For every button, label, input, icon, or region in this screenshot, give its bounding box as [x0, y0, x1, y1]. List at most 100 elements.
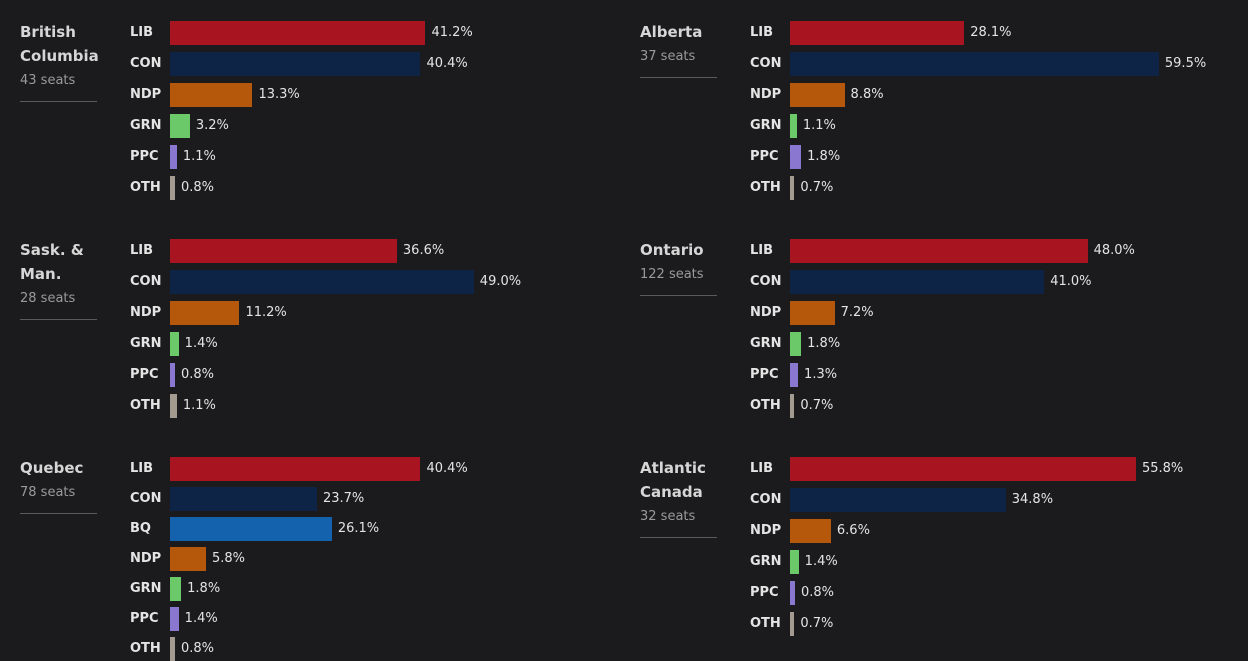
- bar-bq: [170, 517, 332, 541]
- bar-grn: [790, 550, 799, 574]
- party-row-grn: GRN 1.8%: [130, 577, 620, 601]
- region-seats: 78 seats: [20, 484, 97, 514]
- party-row-ppc: PPC 1.3%: [750, 363, 1240, 387]
- bar-con: [790, 52, 1159, 76]
- bar-con: [790, 270, 1045, 294]
- bar-lib: [790, 457, 1136, 481]
- party-label: LIB: [750, 461, 774, 476]
- region-seats: 28 seats: [20, 290, 97, 320]
- bar-ppc: [790, 581, 795, 605]
- region-name-line: Canada: [640, 483, 703, 501]
- region-seats: 43 seats: [20, 72, 97, 102]
- region-ontario: Ontario 122 seats LIB 48.0% CON 41.0% NDP 7.2% G…: [640, 218, 1240, 428]
- party-label: GRN: [130, 581, 162, 596]
- party-label: NDP: [750, 87, 782, 102]
- region-name-line: British: [20, 23, 76, 41]
- party-row-oth: OTH 0.8%: [130, 176, 620, 200]
- data-label: 1.1%: [802, 118, 836, 133]
- party-label: LIB: [750, 25, 774, 40]
- party-row-lib: LIB 48.0%: [750, 239, 1240, 263]
- bar-con: [170, 270, 474, 294]
- party-row-lib: LIB 40.4%: [130, 457, 620, 481]
- region-name: Ontario: [640, 238, 735, 262]
- data-label: 0.7%: [800, 616, 834, 631]
- data-label: 40.4%: [426, 461, 468, 476]
- region-name: Quebec: [20, 456, 115, 480]
- party-row-ndp: NDP 13.3%: [130, 83, 620, 107]
- party-row-con: CON 49.0%: [130, 270, 620, 294]
- party-row-con: CON 40.4%: [130, 52, 620, 76]
- party-label: CON: [750, 56, 782, 71]
- region-sask-man: Sask. & Man. 28 seats LIB 36.6% CON 49.0% NDP 11…: [20, 218, 620, 428]
- bar-oth: [170, 394, 177, 418]
- data-label: 11.2%: [245, 305, 287, 320]
- data-label: 23.7%: [322, 491, 365, 506]
- region-name-line: Quebec: [20, 459, 84, 477]
- bar-ppc: [170, 363, 175, 387]
- party-row-lib: LIB 28.1%: [750, 21, 1240, 45]
- party-row-oth: OTH 0.8%: [130, 637, 620, 661]
- bar-lib: [790, 21, 965, 45]
- party-label: GRN: [750, 554, 782, 569]
- data-label: 26.1%: [337, 521, 380, 536]
- party-label: NDP: [130, 551, 162, 566]
- bar-grn: [790, 332, 802, 356]
- party-row-con: CON 41.0%: [750, 270, 1240, 294]
- bar-oth: [170, 176, 175, 200]
- bar-grn: [170, 577, 182, 601]
- party-label: GRN: [750, 336, 782, 351]
- data-label: 55.8%: [1141, 461, 1184, 476]
- party-label: OTH: [130, 398, 161, 413]
- party-row-grn: GRN 1.4%: [130, 332, 620, 356]
- data-label: 49.0%: [479, 274, 522, 289]
- party-row-ppc: PPC 0.8%: [130, 363, 620, 387]
- party-label: LIB: [130, 25, 154, 40]
- bar-ppc: [170, 145, 177, 169]
- data-label: 59.5%: [1164, 56, 1207, 71]
- party-row-grn: GRN 1.1%: [750, 114, 1240, 138]
- data-label: 41.2%: [431, 25, 473, 40]
- bar-grn: [790, 114, 797, 138]
- party-label: PPC: [130, 149, 159, 164]
- data-label: 1.8%: [807, 336, 841, 351]
- data-label: 3.2%: [195, 118, 229, 133]
- party-row-ndp: NDP 6.6%: [750, 519, 1240, 543]
- party-row-grn: GRN 1.8%: [750, 332, 1240, 356]
- region-name-line: Sask. &: [20, 241, 84, 259]
- party-label: CON: [750, 274, 782, 289]
- party-row-con: CON 23.7%: [130, 487, 620, 511]
- region-quebec: Quebec 78 seats LIB 40.4% CON 23.7% BQ 26.1% NDP…: [20, 436, 620, 661]
- region-name: Sask. & Man.: [20, 238, 115, 286]
- party-row-oth: OTH 0.7%: [750, 176, 1240, 200]
- data-label: 48.0%: [1093, 243, 1135, 258]
- party-label: CON: [750, 492, 782, 507]
- party-label: PPC: [750, 149, 779, 164]
- party-label: OTH: [750, 180, 781, 195]
- data-label: 40.4%: [426, 56, 468, 71]
- party-row-ppc: PPC 0.8%: [750, 581, 1240, 605]
- region-atlantic-canada: Atlantic Canada 32 seats LIB 55.8% CON 34.8% ND…: [640, 436, 1240, 646]
- data-label: 7.2%: [840, 305, 874, 320]
- party-label: PPC: [750, 367, 779, 382]
- party-label: OTH: [130, 180, 161, 195]
- party-label: CON: [130, 56, 162, 71]
- region-alberta: Alberta 37 seats LIB 28.1% CON 59.5% NDP 8.8% GR…: [640, 0, 1240, 210]
- data-label: 1.4%: [184, 611, 218, 626]
- party-label: LIB: [130, 243, 154, 258]
- bar-con: [170, 487, 317, 511]
- data-label: 1.3%: [804, 367, 838, 382]
- bar-con: [790, 488, 1006, 512]
- region-name-line: Alberta: [640, 23, 703, 41]
- party-row-ppc: PPC 1.8%: [750, 145, 1240, 169]
- region-name: British Columbia: [20, 20, 115, 68]
- region-name-line: Columbia: [20, 47, 99, 65]
- party-row-grn: GRN 1.4%: [750, 550, 1240, 574]
- region-name: Alberta: [640, 20, 735, 44]
- data-label: 1.4%: [804, 554, 838, 569]
- bar-lib: [170, 457, 421, 481]
- data-label: 1.1%: [182, 398, 216, 413]
- party-row-bq: BQ 26.1%: [130, 517, 620, 541]
- party-label: BQ: [130, 521, 151, 536]
- region-british-columbia: British Columbia 43 seats LIB 41.2% CON 40.4% N…: [20, 0, 620, 210]
- region-name-line: Man.: [20, 265, 62, 283]
